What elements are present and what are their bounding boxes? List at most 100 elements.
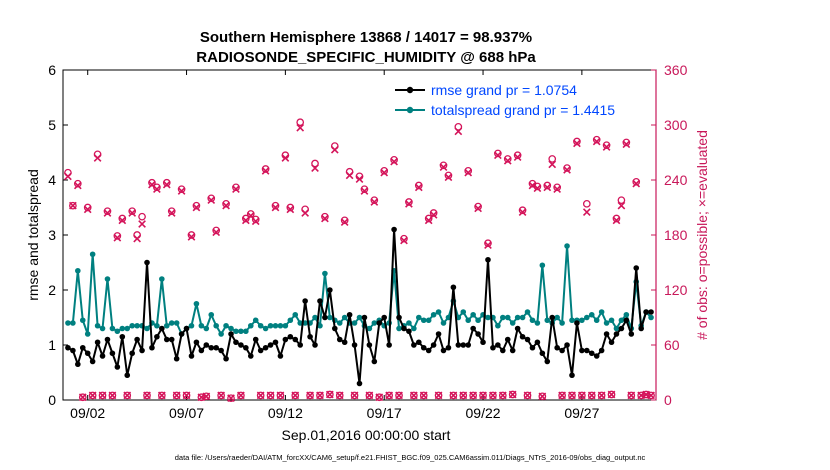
totalspread-point bbox=[238, 328, 244, 335]
obs-evaluated-marker bbox=[553, 185, 562, 194]
rmse-point bbox=[243, 344, 249, 351]
obs-evaluated-marker bbox=[439, 163, 448, 172]
totalspread-point bbox=[99, 325, 106, 332]
obs-evaluated-marker bbox=[93, 154, 102, 162]
totalspread-point bbox=[470, 311, 476, 318]
left-tick-label: 1 bbox=[48, 337, 56, 353]
obs-possible-marker bbox=[508, 390, 517, 399]
obs-possible-marker bbox=[286, 203, 295, 212]
rmse-point bbox=[416, 339, 422, 346]
obs-evaluated-marker bbox=[627, 391, 636, 400]
rmse-point bbox=[544, 358, 551, 365]
legend-box bbox=[389, 78, 650, 122]
rmse-point bbox=[327, 287, 333, 293]
obs-possible-marker bbox=[602, 141, 611, 150]
totalspread-point bbox=[243, 328, 249, 335]
totalspread-point bbox=[218, 331, 224, 337]
rmse-point bbox=[386, 342, 392, 348]
obs-possible-marker bbox=[291, 391, 300, 400]
obs-evaluated-marker bbox=[306, 391, 314, 400]
totalspread-point bbox=[267, 322, 274, 329]
totalspread-point bbox=[475, 317, 481, 324]
totalspread-point bbox=[593, 317, 600, 324]
obs-possible-marker bbox=[276, 391, 285, 400]
totalspread-point bbox=[208, 311, 215, 318]
rmse-point bbox=[470, 325, 476, 332]
rmse-point bbox=[159, 325, 165, 332]
obs-evaluated-marker bbox=[548, 160, 557, 169]
obs-evaluated-marker bbox=[113, 233, 122, 242]
obs-evaluated-marker bbox=[563, 166, 571, 174]
obs-possible-marker bbox=[489, 391, 497, 400]
totalspread-point bbox=[406, 320, 412, 326]
rmse-point bbox=[633, 265, 640, 271]
obs-possible-marker bbox=[479, 391, 487, 400]
obs-possible-marker bbox=[128, 207, 137, 216]
obs-evaluated-marker bbox=[543, 183, 552, 192]
obs-possible-marker bbox=[370, 196, 379, 205]
obs-possible-marker bbox=[365, 391, 374, 400]
obs-evaluated-marker bbox=[444, 173, 453, 182]
rmse-point bbox=[277, 353, 284, 359]
totalspread-point bbox=[173, 320, 180, 326]
obs-evaluated-marker bbox=[98, 391, 107, 400]
rmse-point bbox=[218, 347, 224, 354]
obs-possible-marker bbox=[187, 231, 196, 239]
obs-evaluated-marker bbox=[454, 127, 463, 136]
obs-evaluated-marker bbox=[429, 210, 438, 219]
totalspread-point bbox=[539, 262, 546, 269]
data-file-footer: data file: /Users/raeder/DAI/ATM_forcXX/… bbox=[175, 453, 646, 462]
obs-possible-marker bbox=[251, 215, 260, 224]
totalspread-point bbox=[500, 314, 506, 321]
obs-possible-marker bbox=[395, 391, 403, 400]
right-tick-label: 120 bbox=[664, 282, 688, 298]
obs-possible-marker bbox=[563, 164, 571, 172]
rmse-point bbox=[559, 347, 565, 354]
obs-evaluated-marker bbox=[533, 184, 542, 193]
rmse-point bbox=[396, 314, 402, 321]
totalspread-point bbox=[198, 322, 205, 329]
obs-evaluated-marker bbox=[133, 234, 141, 243]
obs-evaluated-marker bbox=[395, 391, 403, 400]
rmse-point bbox=[588, 350, 595, 357]
obs-evaluated-marker bbox=[296, 123, 305, 132]
obs-possible-marker bbox=[167, 207, 176, 216]
rmse-point bbox=[356, 380, 363, 387]
rmse-point bbox=[425, 347, 432, 354]
right-axis: 0 60 120 180 240 300 360 bbox=[651, 62, 688, 408]
obs-evaluated-marker bbox=[479, 391, 487, 400]
totalspread-point bbox=[396, 325, 402, 332]
obs-evaluated-marker bbox=[271, 203, 280, 212]
obs-possible-marker bbox=[123, 391, 132, 400]
rmse-point bbox=[252, 336, 259, 343]
rmse-point bbox=[228, 331, 234, 337]
chart-title-line2: RADIOSONDE_SPECIFIC_HUMIDITY @ 688 hPa bbox=[196, 49, 536, 66]
rmse-point bbox=[79, 344, 86, 351]
left-tick-label: 3 bbox=[48, 227, 56, 243]
obs-possible-marker bbox=[513, 151, 522, 160]
obs-evaluated-marker bbox=[573, 139, 581, 148]
obs-possible-marker bbox=[380, 166, 389, 175]
obs-evaluated-marker bbox=[474, 204, 482, 213]
totalspread-point bbox=[608, 317, 615, 324]
totalspread-point bbox=[336, 320, 343, 326]
obs-possible-marker bbox=[266, 391, 275, 400]
totalspread-point bbox=[416, 314, 422, 321]
obs-possible-marker bbox=[617, 196, 626, 205]
obs-possible-marker bbox=[325, 390, 334, 399]
obs-evaluated-marker bbox=[153, 185, 161, 194]
obs-evaluated-marker bbox=[167, 209, 176, 217]
obs-evaluated-marker bbox=[523, 391, 532, 400]
totalspread-point bbox=[213, 322, 219, 329]
rmse-point bbox=[366, 342, 373, 348]
rmse-point bbox=[509, 347, 516, 354]
totalspread-point bbox=[262, 325, 269, 332]
obs-possible-marker bbox=[518, 206, 527, 215]
obs-possible-marker bbox=[444, 171, 453, 180]
obs-possible-marker bbox=[439, 161, 448, 170]
left-axis: 0 1 2 3 4 5 6 bbox=[48, 62, 68, 408]
totalspread-point bbox=[420, 317, 427, 324]
legend-rmse-label: rmse grand pr = 1.0754 bbox=[431, 82, 577, 98]
totalspread-point bbox=[366, 325, 373, 332]
totalspread-point bbox=[529, 317, 536, 324]
